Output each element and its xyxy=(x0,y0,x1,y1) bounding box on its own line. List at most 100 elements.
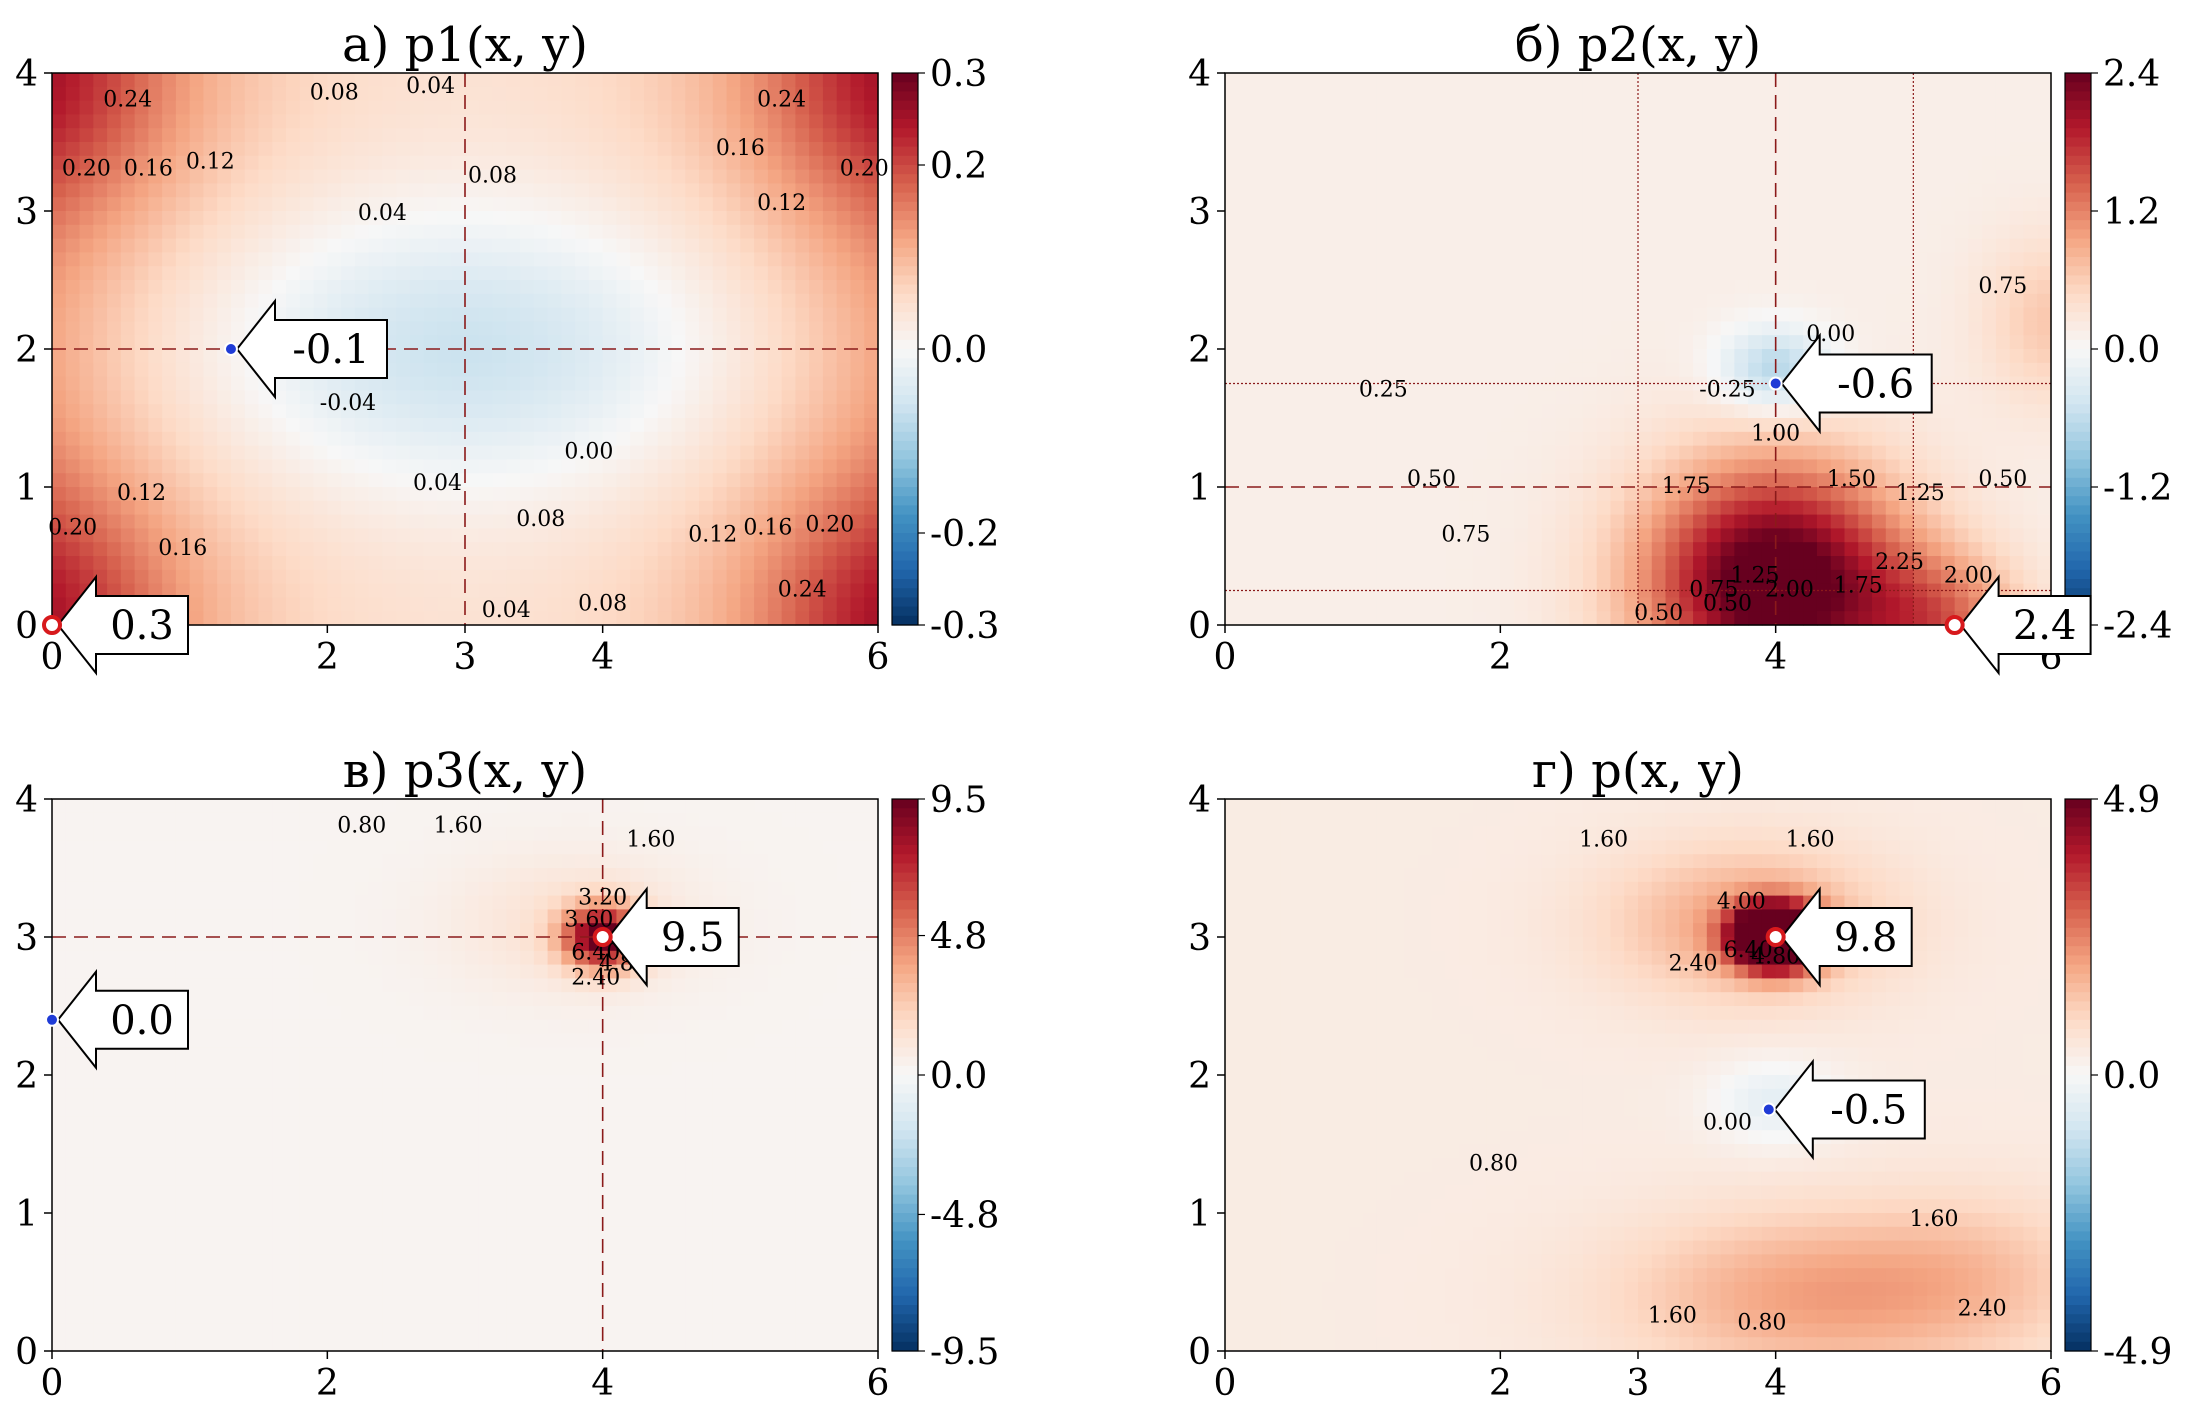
contour-label: 0.04 xyxy=(482,598,531,623)
heatmap-field xyxy=(1225,73,2052,626)
y-tick-label: 0 xyxy=(15,1332,38,1373)
colorbar-segment xyxy=(892,909,918,920)
max-annotation: 9.5 xyxy=(592,886,740,988)
y-tick-label: 3 xyxy=(1188,192,1211,233)
contour-label: 0.75 xyxy=(1441,522,1490,547)
colorbar-segment xyxy=(892,413,918,424)
colorbar-segment xyxy=(892,1148,918,1159)
colorbar-segment xyxy=(892,293,918,304)
colorbar-segment xyxy=(892,477,918,488)
contour-label: 0.25 xyxy=(1359,377,1408,402)
colorbar-segment xyxy=(2065,551,2091,562)
callout-value: 9.5 xyxy=(661,915,725,961)
colorbar-tick-label: 0.0 xyxy=(2103,1056,2160,1097)
colorbar-segment xyxy=(2065,569,2091,580)
colorbar-segment xyxy=(892,863,918,874)
colorbar-segment xyxy=(2065,983,2091,993)
contour-label: 1.60 xyxy=(1648,1304,1697,1329)
colorbar-segment xyxy=(2065,1111,2091,1122)
colorbar-segment xyxy=(2065,1323,2091,1334)
min-annotation: -0.5 xyxy=(1761,1058,1926,1161)
colorbar-segment xyxy=(892,431,918,442)
colorbar-segment xyxy=(2065,247,2091,258)
max-marker xyxy=(42,615,62,635)
heatmap-field xyxy=(1225,799,2052,1352)
colorbar-segment xyxy=(2065,799,2091,809)
colorbar: 4.9 0.0 -4.9 xyxy=(2064,780,2172,1373)
max-annotation: 0.3 xyxy=(42,574,189,676)
colorbar-segment xyxy=(892,835,918,846)
colorbar-segment xyxy=(2065,1167,2091,1177)
colorbar-segment xyxy=(892,395,918,405)
colorbar-tick-label: -2.4 xyxy=(2103,606,2172,647)
colorbar-segment xyxy=(892,854,918,864)
colorbar-segment xyxy=(892,1029,918,1039)
colorbar-segment xyxy=(892,1121,918,1131)
contour-label: 0.20 xyxy=(805,513,854,538)
x-tick-label: 6 xyxy=(867,637,890,678)
colorbar-tick-label: -4.9 xyxy=(2103,1332,2172,1373)
colorbar-segment xyxy=(892,1056,918,1067)
colorbar-segment xyxy=(892,983,918,993)
colorbar-segment xyxy=(892,119,918,129)
contour-label: 0.80 xyxy=(1469,1152,1518,1177)
colorbar-segment xyxy=(2065,937,2091,947)
x-tick-label: 4 xyxy=(591,637,614,678)
colorbar-segment xyxy=(2065,238,2091,249)
contour-label: 0.12 xyxy=(186,150,235,175)
colorbar-segment xyxy=(892,881,918,892)
colorbar-segment xyxy=(2065,505,2091,516)
contour-label: 0.75 xyxy=(1978,274,2027,299)
colorbar-segment xyxy=(2065,477,2091,488)
contour-label: 0.08 xyxy=(578,591,627,616)
x-tick-label: 2 xyxy=(316,1363,339,1404)
colorbar-segment xyxy=(892,615,918,626)
colorbar-segment xyxy=(892,220,918,230)
colorbar-segment xyxy=(892,597,918,608)
colorbar-segment xyxy=(892,1222,918,1232)
min-annotation: -0.6 xyxy=(1768,332,1933,435)
colorbar-segment xyxy=(2065,835,2091,846)
colorbar-segment xyxy=(892,422,918,433)
colorbar-segment xyxy=(892,1019,918,1030)
colorbar-segment xyxy=(892,533,918,543)
colorbar: 2.4 1.2 0.0 -1.2 -2.4 xyxy=(2064,54,2172,647)
contour-label: 0.16 xyxy=(743,515,792,540)
colorbar-segment xyxy=(892,266,918,276)
colorbar-segment xyxy=(892,1084,918,1094)
colorbar-segment xyxy=(892,211,918,221)
x-tick-label: 4 xyxy=(1764,1363,1787,1404)
colorbar-segment xyxy=(2065,1010,2091,1021)
colorbar-segment xyxy=(892,808,918,818)
colorbar-segment xyxy=(892,1093,918,1104)
min-marker xyxy=(1761,1102,1776,1117)
colorbar-segment xyxy=(892,165,918,175)
colorbar-tick-label: 2.4 xyxy=(2103,54,2160,95)
panel-title: в) p3(x, y) xyxy=(343,743,587,799)
y-tick-label: 1 xyxy=(1188,1194,1211,1235)
colorbar-segment xyxy=(892,964,918,975)
colorbar-segment xyxy=(2065,293,2091,304)
colorbar-segment xyxy=(892,137,918,148)
contour-label: 1.60 xyxy=(1579,827,1628,852)
colorbar-segment xyxy=(892,523,918,534)
colorbar-segment xyxy=(2065,1222,2091,1232)
colorbar-tick-label: 0.0 xyxy=(2103,330,2160,371)
panel-title: г) p(x, y) xyxy=(1532,743,1744,799)
y-tick-label: 1 xyxy=(15,468,38,509)
contour-label: 0.24 xyxy=(757,88,806,113)
callout-arrow xyxy=(1959,574,2092,676)
colorbar-segment xyxy=(2065,404,2091,414)
colorbar-segment xyxy=(2065,1332,2091,1343)
colorbar-segment xyxy=(892,146,918,157)
colorbar-tick-label: -0.2 xyxy=(930,514,999,555)
colorbar-segment xyxy=(2065,863,2091,874)
colorbar-segment xyxy=(2065,450,2091,460)
colorbar-segment xyxy=(892,569,918,580)
colorbar-segment xyxy=(2065,579,2091,589)
colorbar-segment xyxy=(892,1111,918,1122)
colorbar-segment xyxy=(2065,1259,2091,1269)
y-tick-label: 4 xyxy=(15,54,38,95)
contour-label: 0.20 xyxy=(840,157,889,182)
colorbar-segment xyxy=(2065,1286,2091,1297)
